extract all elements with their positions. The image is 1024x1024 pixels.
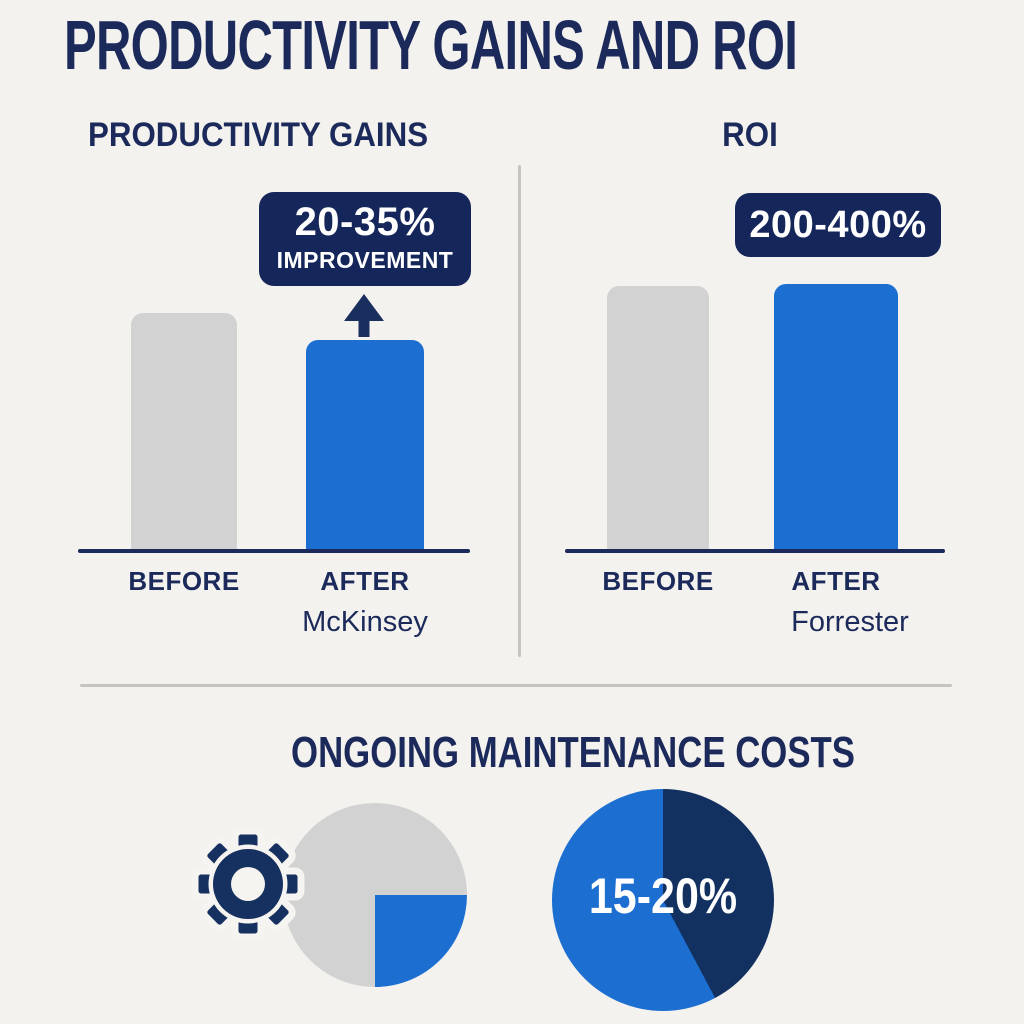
- roi-axis-baseline: [565, 549, 945, 553]
- productivity-source: McKinsey: [302, 606, 428, 638]
- roi-label-before: BEFORE: [602, 566, 714, 596]
- productivity-bar-before: [131, 313, 237, 551]
- roi-source: Forrester: [791, 606, 909, 638]
- roi-badge: 200-400%: [735, 193, 941, 257]
- productivity-label-before: BEFORE: [128, 566, 240, 596]
- horizontal-divider: [80, 684, 952, 687]
- productivity-badge: 20-35% IMPROVEMENT: [259, 192, 471, 286]
- maintenance-section-title: ONGOING MAINTENANCE COSTS: [291, 728, 855, 777]
- cost-share-pie: 15-20%: [552, 789, 774, 1011]
- vertical-divider: [518, 165, 521, 657]
- productivity-bar-after: [306, 340, 424, 551]
- cost-share-value: 15-20%: [588, 868, 738, 924]
- gear-icon: [191, 827, 305, 941]
- roi-bar-before: [607, 286, 709, 551]
- productivity-label-after: AFTER: [320, 566, 410, 596]
- maintenance-pie: [283, 803, 467, 987]
- roi-label-after: AFTER: [791, 566, 881, 596]
- productivity-badge-caption: IMPROVEMENT: [276, 247, 454, 273]
- productivity-badge-value: 20-35%: [294, 200, 436, 244]
- productivity-section-title: PRODUCTIVITY GAINS: [88, 116, 429, 154]
- arrow-up-icon: [344, 294, 384, 337]
- roi-section-title: ROI: [722, 116, 778, 154]
- productivity-axis-baseline: [78, 549, 470, 553]
- page-title: PRODUCTIVITY GAINS AND ROI: [64, 6, 798, 84]
- roi-bar-after: [774, 284, 898, 551]
